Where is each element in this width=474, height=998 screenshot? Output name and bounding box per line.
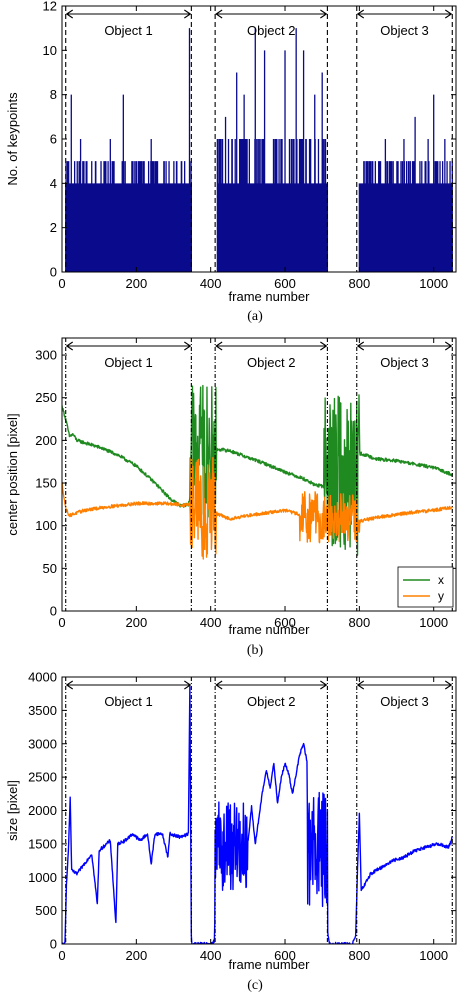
x-tick-label: 400 <box>200 276 222 291</box>
bar-group-3 <box>358 94 453 272</box>
arrow-head-right <box>320 9 328 19</box>
arrow-head-right <box>184 341 192 351</box>
axes-frame <box>61 676 457 945</box>
arrow-head-right <box>320 680 328 690</box>
y-tick-label: 100 <box>35 518 57 533</box>
legend-box <box>397 566 454 608</box>
arrow-head-left <box>65 9 74 19</box>
x-tick-label: 600 <box>274 276 296 291</box>
x-tick-label: 400 <box>200 615 222 630</box>
object-label: Object 3 <box>380 694 428 709</box>
arrow-head-right <box>444 9 453 19</box>
y-tick-label: 0 <box>50 604 57 619</box>
y-axis-label: No. of keypoints <box>5 92 20 186</box>
plot-area <box>62 686 453 944</box>
axes-frame <box>61 337 457 612</box>
y-tick-label: 4000 <box>28 670 57 685</box>
y-tick-label: 2 <box>50 220 57 235</box>
series-line-y <box>62 456 453 560</box>
arrow-head-left <box>356 9 365 19</box>
arrow-head-left <box>356 680 365 690</box>
x-axis-label: frame number <box>229 957 311 972</box>
object-label: Object 1 <box>104 355 152 370</box>
object-label: Object 2 <box>247 23 295 38</box>
x-tick-label: 0 <box>58 615 65 630</box>
object-label: Object 2 <box>247 694 295 709</box>
y-tick-label: 250 <box>35 390 57 405</box>
y-tick-label: 8 <box>50 87 57 102</box>
x-tick-label: 200 <box>125 948 147 963</box>
arrow-head-left <box>215 341 223 351</box>
series-line-x <box>62 384 453 556</box>
arrow-head-left <box>65 680 74 690</box>
x-tick-label: 0 <box>58 948 65 963</box>
y-tick-label: 1500 <box>28 836 57 851</box>
arrow-head-left <box>65 341 74 351</box>
bar-group-1 <box>65 28 192 272</box>
y-axis-label: size [pixel] <box>5 780 20 841</box>
arrow-head-right <box>444 341 453 351</box>
chart-panel-b: Object 1 Object 2 Object 3 0 200 400 600 800 100… <box>5 337 457 658</box>
legend-entry-x: x <box>438 573 444 587</box>
y-tick-label: 0 <box>50 937 57 952</box>
y-tick-label: 6 <box>50 132 57 147</box>
y-tick-label: 50 <box>43 561 57 576</box>
y-tick-label: 0 <box>50 265 57 280</box>
y-tick-label: 2000 <box>28 803 57 818</box>
y-tick-label: 150 <box>35 476 57 491</box>
plot-area <box>62 384 453 560</box>
y-tick-label: 12 <box>43 0 57 14</box>
arrow-head-left <box>215 680 223 690</box>
x-tick-label: 1000 <box>419 276 448 291</box>
y-axis-label: center position [pixel] <box>5 413 20 535</box>
panel-caption: (a) <box>247 309 263 324</box>
arrow-head-left <box>356 341 365 351</box>
panel-caption: (b) <box>247 643 264 658</box>
bar-group-2 <box>216 28 329 272</box>
y-tick-label: 3000 <box>28 736 57 751</box>
x-axis-label: frame number <box>229 622 311 637</box>
x-tick-label: 1000 <box>419 615 448 630</box>
object-label: Object 3 <box>380 355 428 370</box>
legend: xy <box>397 566 454 608</box>
object-label: Object 2 <box>247 355 295 370</box>
x-tick-label: 1000 <box>419 948 448 963</box>
panel-caption: (c) <box>247 978 263 993</box>
x-tick-label: 600 <box>274 615 296 630</box>
series-line <box>62 686 453 944</box>
chart-panel-a: Object 1 Object 2 Object 30 200 400 600 800 100… <box>5 0 457 324</box>
y-tick-label: 200 <box>35 433 57 448</box>
x-tick-label: 800 <box>349 276 371 291</box>
plot-area <box>65 28 453 272</box>
object-label: Object 1 <box>104 694 152 709</box>
arrow-head-right <box>444 680 453 690</box>
arrow-head-left <box>215 9 223 19</box>
y-tick-label: 1000 <box>28 870 57 885</box>
y-tick-label: 4 <box>50 176 57 191</box>
object-label: Object 3 <box>380 23 428 38</box>
y-tick-label: 300 <box>35 348 57 363</box>
y-tick-label: 2500 <box>28 770 57 785</box>
object-label: Object 1 <box>104 23 152 38</box>
x-tick-label: 800 <box>349 615 371 630</box>
x-tick-label: 0 <box>58 276 65 291</box>
x-tick-label: 400 <box>200 948 222 963</box>
y-tick-label: 3500 <box>28 703 57 718</box>
arrow-head-right <box>184 9 192 19</box>
arrow-head-right <box>184 680 192 690</box>
x-tick-label: 600 <box>274 948 296 963</box>
y-tick-label: 500 <box>35 903 57 918</box>
x-tick-label: 800 <box>349 948 371 963</box>
x-tick-label: 200 <box>125 276 147 291</box>
chart-panel-c: Object 1 Object 2 Object 3 0 200 400 600 800 100… <box>5 670 457 993</box>
x-axis-label: frame number <box>229 289 311 304</box>
arrow-head-right <box>320 341 328 351</box>
y-tick-label: 10 <box>43 43 57 58</box>
x-tick-label: 200 <box>125 615 147 630</box>
legend-entry-y: y <box>438 589 444 603</box>
